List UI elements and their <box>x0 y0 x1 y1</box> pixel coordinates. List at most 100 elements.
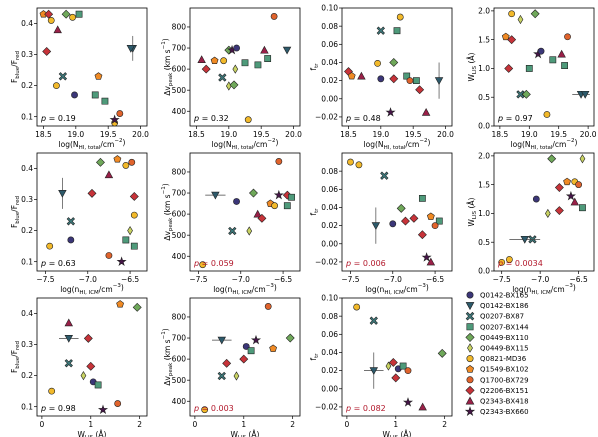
data-point <box>116 110 124 117</box>
data-point <box>53 82 60 90</box>
data-point <box>246 226 253 236</box>
data-point <box>369 316 378 325</box>
y-tick-label: −0.02 <box>315 258 338 267</box>
data-point <box>396 13 404 21</box>
data-point <box>409 213 419 223</box>
y-tick-label: 800 <box>172 23 187 32</box>
data-point <box>374 59 381 67</box>
x-tick-label: 19.5 <box>405 130 422 139</box>
data-point <box>260 45 269 54</box>
x-tick-label: 19.0 <box>220 130 237 139</box>
data-point <box>355 161 363 169</box>
y-tick-label: 0.04 <box>321 348 338 357</box>
data-point <box>69 13 76 21</box>
data-point <box>201 406 209 414</box>
p-value: p = 0.082 <box>345 404 386 413</box>
legend-label: Q0142-BX186 <box>480 302 529 310</box>
x-axis-label: log(NHI, total/cm−2) <box>212 138 279 151</box>
data-point <box>543 111 551 118</box>
x-tick-label: 20.0 <box>437 130 454 139</box>
x-tick-label: −6.5 <box>570 275 588 284</box>
y-axis-label: Fblue/Fred <box>10 341 21 373</box>
data-point <box>525 65 533 72</box>
legend-marker <box>466 291 474 299</box>
x-tick-label: −7.5 <box>493 275 511 284</box>
p-value: p = 0.63 <box>40 259 76 268</box>
panel-r3c2: 0 1 2 400 500 600 700 800 WLIS (Å) Δvpeak (km s−1… <box>161 297 301 437</box>
data-point <box>130 211 138 219</box>
y-axis-label: ftr <box>309 63 320 71</box>
y-tick-label: 0.04 <box>321 203 338 212</box>
legend-marker <box>465 364 475 373</box>
data-point <box>413 77 420 85</box>
panel-frame <box>341 7 453 127</box>
panel-frame <box>189 7 301 127</box>
y-tick-label: 0.00 <box>321 384 338 393</box>
data-point <box>417 230 427 240</box>
data-point <box>116 256 127 266</box>
x-tick-label: 19.0 <box>521 130 538 139</box>
legend-label: Q2206-BX151 <box>480 387 529 395</box>
data-point <box>285 333 295 343</box>
x-tick-label: −6.5 <box>274 275 292 284</box>
y-tick-label: 1.0 <box>478 209 490 218</box>
data-point <box>431 222 439 230</box>
data-point <box>570 197 579 206</box>
x-tick-label: 1 <box>393 420 398 429</box>
x-axis-label: WLIS (Å) <box>231 430 260 437</box>
data-point <box>418 194 426 202</box>
data-point <box>388 357 398 367</box>
panel-r1c1: 18.5 19.0 19.5 20.0 0.1 0.2 0.3 0.4 log(NHI, tot… <box>10 7 149 151</box>
data-point <box>404 367 412 375</box>
legend-item: Q2206-BX151 <box>465 385 529 395</box>
y-tick-label: 700 <box>172 334 187 343</box>
y-tick-label: 0.2 <box>21 226 33 235</box>
y-tick-label: 600 <box>172 355 187 364</box>
data-point <box>521 89 531 99</box>
data-point <box>217 371 226 381</box>
data-point <box>402 397 414 407</box>
data-point <box>239 354 249 364</box>
data-point <box>80 371 87 381</box>
data-point <box>554 183 564 192</box>
data-point <box>42 47 52 56</box>
data-point <box>376 26 385 35</box>
y-tick-label: 1.5 <box>478 35 490 44</box>
y-tick-label: 2.0 <box>478 151 490 160</box>
y-axis-label: WLIS (Å) <box>467 197 478 226</box>
x-axis-label: WLIS (Å) <box>78 430 107 437</box>
data-point <box>575 181 583 189</box>
panel-frame <box>36 7 148 127</box>
panel-frame <box>36 297 148 417</box>
data-point <box>71 91 78 99</box>
data-point <box>565 190 576 201</box>
legend-label: Q0207-BX87 <box>480 313 524 321</box>
y-tick-label: 0.2 <box>21 81 33 90</box>
y-tick-label: 0.04 <box>321 58 338 67</box>
y-tick-label: 0.3 <box>21 340 33 349</box>
panel-r2c2: −7.5 −7.0 −6.5 400 500 600 700 800 log(nHI, ICM/… <box>161 152 301 296</box>
x-tick-label: −6.5 <box>426 275 444 284</box>
panel-frame <box>189 297 301 417</box>
x-tick-label: −7.5 <box>341 275 359 284</box>
data-point <box>67 236 75 244</box>
data-point <box>254 61 262 69</box>
y-tick-label: 0.08 <box>321 312 338 321</box>
p-value: p = 0.97 <box>497 114 533 123</box>
x-tick-label: 2 <box>290 420 295 429</box>
legend-label: Q0449-BX110 <box>480 334 529 342</box>
x-tick-label: 19.0 <box>372 130 389 139</box>
panel-r2c1: −7.5 −7.0 −6.5 0.1 0.2 0.3 0.4 log(nHI, ICM/cm−… <box>10 152 148 296</box>
x-tick-label: 19.5 <box>253 130 270 139</box>
y-tick-label: 1.5 <box>478 180 490 189</box>
data-point <box>579 204 586 212</box>
panel-r2c3: −7.5 −7.0 −6.5 −0.02 0.00 0.02 0.04 0.06 0.08 log… <box>309 152 453 296</box>
data-point <box>66 217 75 226</box>
y-tick-label: 400 <box>172 252 187 261</box>
data-point <box>406 77 414 85</box>
panel-frame <box>493 7 595 127</box>
legend-item: Q0142-BX165 <box>466 291 529 300</box>
legend-marker <box>465 311 475 321</box>
data-point <box>437 348 447 358</box>
x-tick-label: 18.5 <box>35 130 52 139</box>
